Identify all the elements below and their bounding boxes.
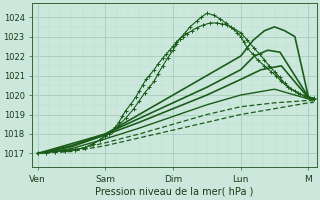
X-axis label: Pression niveau de la mer( hPa ): Pression niveau de la mer( hPa ) [95,187,253,197]
